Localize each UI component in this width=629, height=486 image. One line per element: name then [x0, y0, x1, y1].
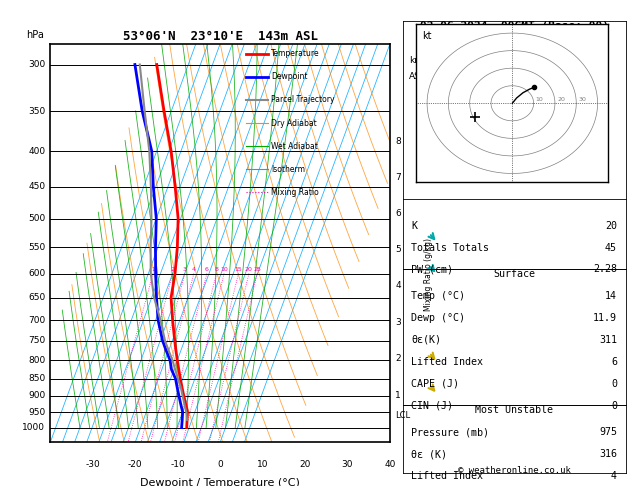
Text: 300: 300 — [28, 60, 45, 69]
Text: 25: 25 — [253, 267, 261, 272]
Text: 6: 6 — [395, 209, 401, 218]
Text: θε (K): θε (K) — [411, 449, 447, 459]
Text: 6: 6 — [611, 357, 617, 367]
Text: 4: 4 — [395, 281, 401, 290]
Text: θε(K): θε(K) — [411, 335, 442, 345]
Text: -30: -30 — [86, 460, 100, 469]
Text: 20: 20 — [299, 460, 311, 469]
Text: Most Unstable: Most Unstable — [475, 405, 554, 416]
Text: Lifted Index: Lifted Index — [411, 357, 484, 367]
Text: 800: 800 — [28, 356, 45, 365]
Text: 8: 8 — [214, 267, 218, 272]
Text: 15: 15 — [235, 267, 242, 272]
Text: 3: 3 — [395, 318, 401, 327]
Text: 4: 4 — [611, 471, 617, 481]
Text: 1: 1 — [395, 391, 401, 400]
Text: 45: 45 — [605, 243, 617, 253]
Text: Dewpoint: Dewpoint — [271, 72, 308, 81]
Text: 5: 5 — [395, 245, 401, 254]
Text: 6: 6 — [205, 267, 209, 272]
Text: 30: 30 — [579, 97, 586, 102]
Text: Mixing Ratio: Mixing Ratio — [271, 188, 319, 197]
Text: 40: 40 — [384, 460, 396, 469]
Text: Temperature: Temperature — [271, 49, 320, 58]
Text: 316: 316 — [599, 449, 617, 459]
Text: 7: 7 — [395, 174, 401, 182]
Text: Wet Adiabat: Wet Adiabat — [271, 141, 318, 151]
Text: -20: -20 — [128, 460, 143, 469]
Text: 2.28: 2.28 — [593, 264, 617, 275]
Text: 600: 600 — [28, 269, 45, 278]
Text: © weatheronline.co.uk: © weatheronline.co.uk — [458, 466, 571, 475]
Text: 3: 3 — [183, 267, 187, 272]
Text: 350: 350 — [28, 106, 45, 116]
Text: 8: 8 — [395, 137, 401, 146]
Text: 2: 2 — [395, 354, 401, 363]
Text: Mixing Ratio (g/kg): Mixing Ratio (g/kg) — [424, 238, 433, 312]
Text: 311: 311 — [599, 335, 617, 345]
Text: Lifted Index: Lifted Index — [411, 471, 484, 481]
Text: Surface: Surface — [493, 269, 535, 279]
Text: ASL: ASL — [409, 71, 426, 81]
Text: CIN (J): CIN (J) — [411, 400, 454, 411]
Text: CAPE (J): CAPE (J) — [411, 379, 460, 389]
Text: 550: 550 — [28, 243, 45, 252]
Text: 500: 500 — [28, 214, 45, 223]
Text: Parcel Trajectory: Parcel Trajectory — [271, 95, 335, 104]
Text: 10: 10 — [536, 97, 543, 102]
Text: 650: 650 — [28, 293, 45, 302]
Text: Totals Totals: Totals Totals — [411, 243, 489, 253]
Text: 400: 400 — [28, 147, 45, 156]
Text: 10: 10 — [220, 267, 228, 272]
Text: 10: 10 — [257, 460, 269, 469]
Text: 0: 0 — [611, 379, 617, 389]
Text: 1000: 1000 — [22, 423, 45, 432]
Text: -10: -10 — [170, 460, 185, 469]
Text: 1: 1 — [151, 267, 155, 272]
Text: kt: kt — [422, 31, 431, 41]
Text: PW (cm): PW (cm) — [411, 264, 454, 275]
Text: 975: 975 — [599, 427, 617, 437]
Text: Isotherm: Isotherm — [271, 165, 305, 174]
Text: 30: 30 — [342, 460, 353, 469]
Title: 53°06'N  23°10'E  143m ASL: 53°06'N 23°10'E 143m ASL — [123, 30, 318, 43]
Text: 11.9: 11.9 — [593, 313, 617, 323]
Text: 20: 20 — [557, 97, 565, 102]
Text: 850: 850 — [28, 374, 45, 383]
Text: hPa: hPa — [26, 30, 45, 40]
Text: 0: 0 — [611, 400, 617, 411]
Text: 0: 0 — [217, 460, 223, 469]
Text: LCL: LCL — [395, 411, 410, 420]
Text: Dry Adiabat: Dry Adiabat — [271, 119, 317, 127]
Text: Temp (°C): Temp (°C) — [411, 291, 465, 301]
Text: Pressure (mb): Pressure (mb) — [411, 427, 489, 437]
Text: 700: 700 — [28, 315, 45, 325]
Text: 02.06.2024  00GMT (Base: 00): 02.06.2024 00GMT (Base: 00) — [420, 21, 609, 32]
Text: 14: 14 — [605, 291, 617, 301]
Text: 950: 950 — [28, 408, 45, 417]
Text: K: K — [411, 221, 418, 230]
Text: Dewp (°C): Dewp (°C) — [411, 313, 465, 323]
Text: 20: 20 — [605, 221, 617, 230]
Text: 900: 900 — [28, 391, 45, 400]
Text: km: km — [409, 56, 423, 65]
Text: 20: 20 — [245, 267, 253, 272]
Text: 750: 750 — [28, 336, 45, 346]
Text: 2: 2 — [170, 267, 175, 272]
Text: 450: 450 — [28, 182, 45, 191]
Text: Dewpoint / Temperature (°C): Dewpoint / Temperature (°C) — [140, 478, 300, 486]
Text: 4: 4 — [192, 267, 196, 272]
